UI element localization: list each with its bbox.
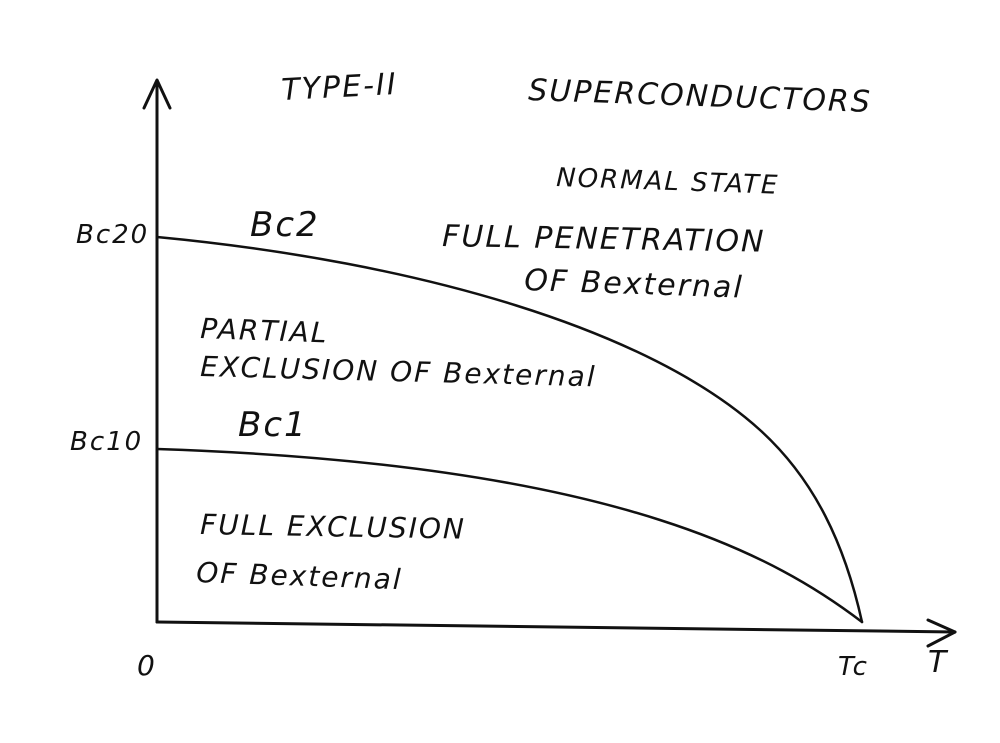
y-axis-arrowhead (142, 78, 172, 110)
partial-line1: PARTIAL (200, 312, 329, 349)
x-axis-label: T (928, 645, 949, 680)
bc2-label: Bc2 (250, 205, 320, 245)
title-type-ii: TYPE-II (281, 67, 399, 108)
bc20-label: Bc20 (76, 220, 149, 250)
tc-label: Tc (838, 652, 869, 682)
normal-state-title: NORMAL STATE (556, 163, 780, 201)
x-axis (155, 620, 957, 634)
bc1-curve (155, 447, 864, 624)
normal-state-line2: OF Bexternal (524, 263, 745, 306)
title-superconductors: SUPERCONDUCTORS (528, 73, 873, 120)
bc1-label: Bc1 (238, 405, 308, 445)
origin-label: 0 (137, 649, 157, 682)
normal-state-line1: FULL PENETRATION (442, 219, 766, 260)
partial-line2: EXCLUSION OF Bexternal (200, 350, 597, 393)
full-exclusion-line2: OF Bexternal (196, 556, 403, 596)
bc2-curve (155, 235, 864, 624)
full-exclusion-line1: FULL EXCLUSION (200, 508, 466, 546)
bc10-label: Bc10 (70, 427, 143, 457)
x-axis-arrowhead (926, 618, 957, 648)
